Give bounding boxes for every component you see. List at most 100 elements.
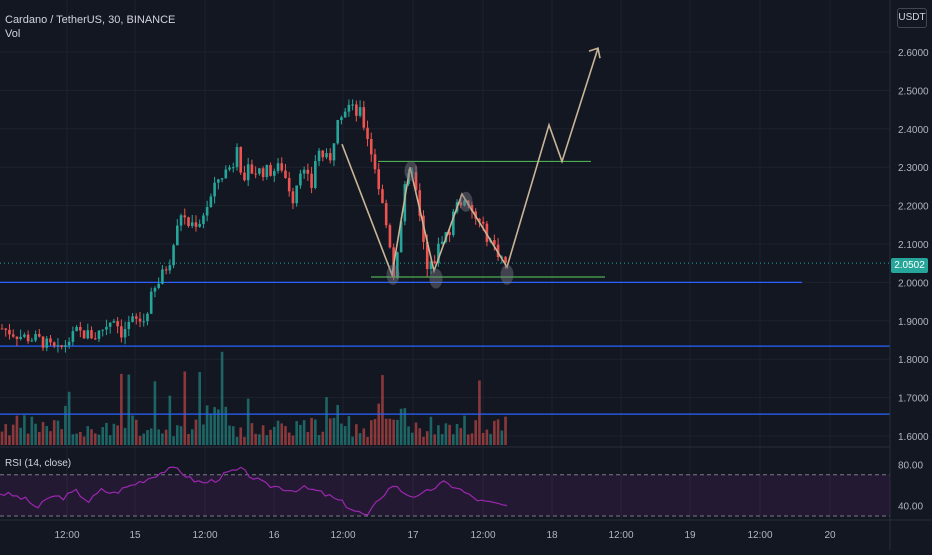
volume-bar <box>437 425 440 445</box>
volume-bar <box>373 419 377 445</box>
volume-bar <box>82 436 86 445</box>
volume-bar <box>403 408 407 445</box>
candle-body <box>485 223 489 242</box>
price-tick-label: 2.0000 <box>898 278 929 289</box>
volume-bar <box>291 435 295 445</box>
volume-bar <box>381 375 384 445</box>
volume-bar <box>71 434 75 445</box>
volume-bar <box>306 431 310 445</box>
candle-body <box>265 165 269 177</box>
volume-bar <box>146 430 149 445</box>
candle-body <box>239 147 243 173</box>
candle-body <box>179 215 183 226</box>
currency-selector[interactable]: USDT <box>897 8 927 28</box>
volume-bar <box>325 397 328 445</box>
volume-bar <box>332 417 336 445</box>
volume-bar <box>172 436 175 445</box>
candle-body <box>362 107 366 128</box>
rsi-band-fill <box>0 474 890 516</box>
volume-bar <box>108 435 112 445</box>
candle-body <box>340 117 343 121</box>
volume-bar <box>448 424 451 445</box>
candle-body <box>343 111 347 118</box>
candle-body <box>127 321 131 330</box>
candle-body <box>26 334 30 342</box>
time-tick-label: 20 <box>824 530 836 541</box>
candle-body <box>82 330 86 339</box>
time-tick-label: 12:00 <box>330 530 355 541</box>
volume-bar <box>425 431 429 445</box>
candle-body <box>112 321 116 323</box>
volume-bar <box>269 429 272 445</box>
pattern-drawing <box>341 47 605 289</box>
volume-bar <box>235 436 239 445</box>
volume-bar <box>19 427 22 445</box>
volume-bar <box>272 426 276 445</box>
candle-body <box>459 202 463 206</box>
volume-bar <box>75 433 78 445</box>
candle-body <box>172 245 175 266</box>
volume-bar <box>131 415 134 445</box>
candle-body <box>64 345 67 347</box>
volume-bar <box>429 416 433 445</box>
candle-body <box>41 336 45 348</box>
volume-bar <box>362 428 366 445</box>
candle-body <box>149 291 153 314</box>
rsi-legend[interactable]: RSI (14, close) <box>5 458 72 469</box>
candle-body <box>287 177 291 192</box>
candle-body <box>310 173 313 188</box>
price-tick-label: 2.1000 <box>898 240 929 251</box>
volume-bar <box>418 428 422 445</box>
volume-bar <box>287 432 291 445</box>
volume-bar <box>343 426 347 445</box>
volume-bar <box>194 419 198 445</box>
volume-bar <box>11 424 15 445</box>
volume-label: Vol <box>5 28 21 40</box>
candle-body <box>34 334 37 341</box>
candle-body <box>369 139 373 155</box>
volume-bar <box>120 373 123 445</box>
volume-bar <box>369 420 373 445</box>
candle-body <box>90 330 93 339</box>
candle-body <box>213 182 216 197</box>
candle-body <box>183 215 187 218</box>
candle-body <box>15 336 19 339</box>
volume-bar <box>414 422 418 445</box>
candle-body <box>276 163 280 171</box>
candle-body <box>358 107 362 116</box>
candle-body <box>504 256 507 263</box>
candle-body <box>336 120 339 144</box>
volume-bar <box>384 418 388 445</box>
volume-bar <box>246 398 250 445</box>
candle-body <box>302 169 306 174</box>
candle-body <box>418 190 422 216</box>
candle-body <box>56 345 60 347</box>
price-tick-label: 2.2000 <box>898 202 929 213</box>
volume-bar <box>478 380 481 445</box>
volume-bar <box>239 427 243 445</box>
candle-body <box>0 328 4 330</box>
volume-bar <box>86 426 90 445</box>
volume-bar <box>198 372 201 445</box>
candle-body <box>79 326 82 331</box>
volume-bar <box>30 416 34 445</box>
volume-bar <box>276 420 280 445</box>
time-tick-label: 12:00 <box>747 530 772 541</box>
volume-bar <box>183 371 187 445</box>
volume-bar <box>97 434 101 445</box>
candle-body <box>168 265 172 271</box>
candle-body <box>399 221 403 253</box>
volume-bar <box>321 431 325 445</box>
symbol-title[interactable]: Cardano / TetherUS, 30, BINANCE <box>5 14 176 26</box>
time-tick-label: 19 <box>684 530 696 541</box>
candle-body <box>347 104 351 112</box>
volume-bar <box>164 429 168 445</box>
volume-bar <box>202 424 205 445</box>
candle-body <box>38 334 41 337</box>
volume-bar <box>220 351 224 445</box>
candle-body <box>194 222 198 227</box>
candle-body <box>291 191 295 204</box>
